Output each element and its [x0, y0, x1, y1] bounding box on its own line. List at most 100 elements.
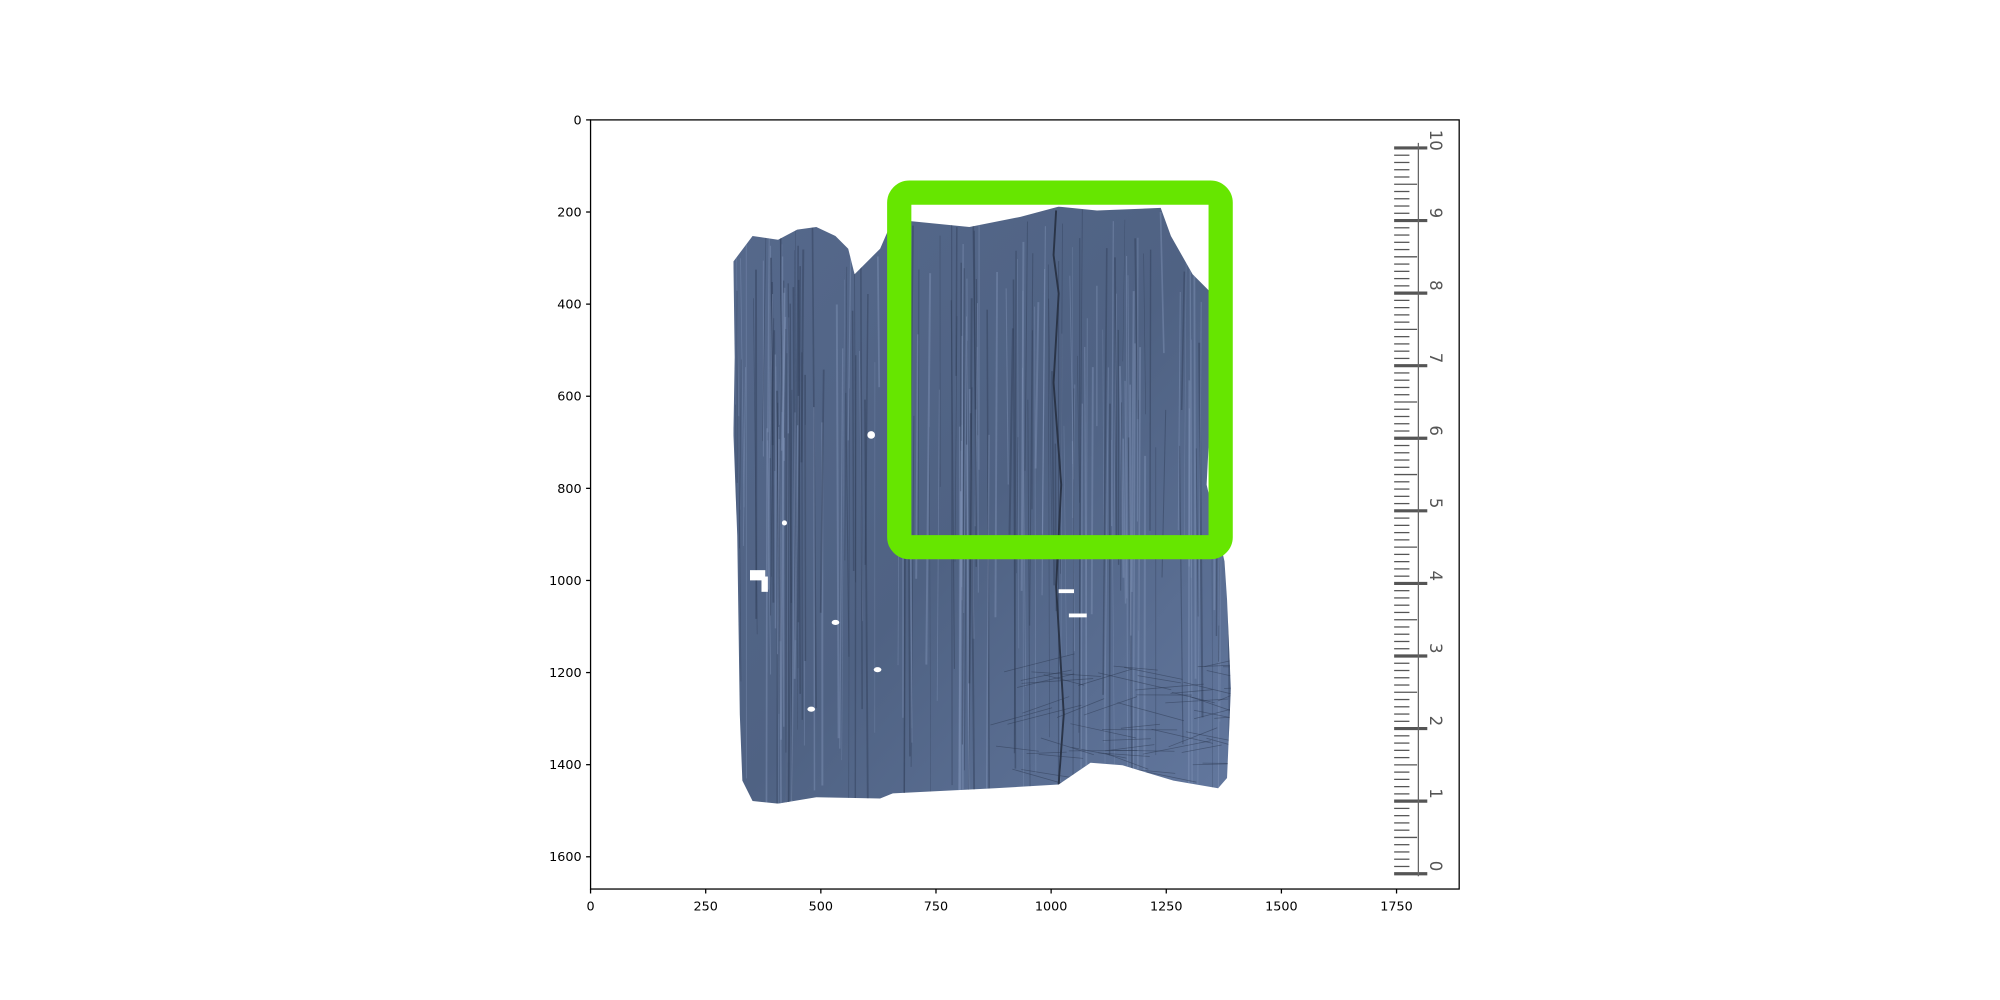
- x-tick-label: 1000: [1035, 900, 1067, 915]
- fiber: [736, 250, 741, 510]
- fiber: [776, 402, 779, 804]
- fiber: [1026, 751, 1067, 754]
- fiber: [770, 318, 775, 616]
- fiber: [1195, 448, 1199, 617]
- fiber: [1149, 249, 1152, 531]
- fiber: [1024, 221, 1028, 471]
- fiber: [1072, 388, 1075, 804]
- fiber: [778, 220, 782, 714]
- fiber: [1008, 328, 1014, 535]
- ruler-label: 5: [1426, 498, 1445, 509]
- fiber: [1178, 445, 1184, 745]
- fiber: [1206, 737, 1231, 758]
- fiber: [1168, 727, 1218, 748]
- fiber: [1090, 367, 1094, 615]
- fiber: [1113, 665, 1158, 671]
- highlight-box: [887, 180, 1233, 560]
- fiber: [1043, 674, 1085, 686]
- fiber: [800, 249, 805, 463]
- holes: [750, 431, 1087, 712]
- x-tick-label: 1750: [1380, 900, 1412, 915]
- fiber: [990, 707, 1053, 726]
- fiber: [1079, 403, 1083, 804]
- fiber: [780, 292, 786, 740]
- fiber: [1196, 302, 1202, 804]
- x-tick-label: 500: [809, 900, 833, 915]
- axes-frame: [589, 119, 1460, 890]
- fiber: [779, 244, 783, 425]
- fiber: [1102, 248, 1108, 695]
- fiber: [848, 388, 850, 799]
- fiber: [1004, 653, 1075, 673]
- fiber: [742, 367, 746, 546]
- fiber: [917, 269, 920, 551]
- fiber: [1120, 723, 1160, 729]
- fiber: [854, 242, 857, 583]
- fiber: [776, 390, 782, 642]
- fiber: [1217, 684, 1231, 702]
- fiber: [961, 244, 964, 588]
- fiber: [727, 454, 729, 860]
- papyrus-surface: [733, 206, 1231, 804]
- fiber: [794, 250, 799, 730]
- fiber: [739, 359, 742, 549]
- fiber: [1165, 698, 1229, 704]
- fiber: [765, 428, 768, 804]
- x-tick-label: 750: [924, 900, 948, 915]
- fiber: [963, 316, 967, 613]
- fiber: [1127, 437, 1134, 804]
- fiber: [795, 207, 799, 669]
- fiber: [1202, 762, 1231, 765]
- fiber: [1193, 702, 1231, 720]
- ruler-label: 10: [1426, 130, 1445, 151]
- fiber: [1031, 671, 1102, 677]
- ruler-label: 2: [1426, 716, 1445, 727]
- fiber: [1040, 737, 1094, 756]
- fiber: [1143, 253, 1147, 415]
- fiber: [1129, 384, 1132, 636]
- fiber: [969, 413, 976, 797]
- fiber: [960, 335, 964, 804]
- fiber: [1122, 219, 1126, 362]
- fiber: [858, 350, 864, 622]
- fiber: [1223, 666, 1231, 669]
- fiber: [768, 209, 772, 577]
- y-tick-label: 1000: [549, 574, 581, 589]
- fiber: [1056, 698, 1105, 718]
- fiber: [839, 348, 844, 749]
- fiber: [1142, 740, 1211, 755]
- y-tick-label: 600: [557, 390, 581, 405]
- fiber: [844, 266, 848, 561]
- ruler-label: 4: [1426, 570, 1445, 581]
- ruler-label: 6: [1426, 425, 1445, 436]
- fiber: [775, 366, 780, 804]
- ruler-label: 3: [1426, 643, 1445, 654]
- fiber: [1005, 288, 1009, 485]
- fiber: [762, 232, 767, 442]
- fiber: [771, 281, 775, 603]
- fiber: [1114, 257, 1118, 540]
- fiber: [1181, 744, 1222, 753]
- crack: [1052, 210, 1065, 785]
- fiber: [841, 279, 845, 761]
- fiber: [995, 745, 1039, 752]
- fiber: [1072, 384, 1076, 519]
- fiber: [1048, 298, 1053, 560]
- fiber: [1177, 291, 1181, 531]
- fiber: [876, 256, 881, 388]
- fiber: [1104, 744, 1155, 752]
- fiber: [1069, 275, 1074, 480]
- fiber: [967, 387, 973, 804]
- fiber: [1187, 380, 1191, 804]
- fiber: [797, 266, 801, 623]
- x-tick-label: 250: [694, 900, 718, 915]
- fiber: [1078, 209, 1083, 733]
- fiber: [767, 440, 772, 675]
- fiber: [792, 287, 797, 641]
- fiber: [778, 439, 783, 804]
- fiber: [1078, 668, 1133, 686]
- fiber: [1071, 747, 1127, 759]
- fiber: [851, 310, 855, 571]
- fiber: [1189, 254, 1193, 799]
- y-tick-label: 1200: [549, 666, 581, 681]
